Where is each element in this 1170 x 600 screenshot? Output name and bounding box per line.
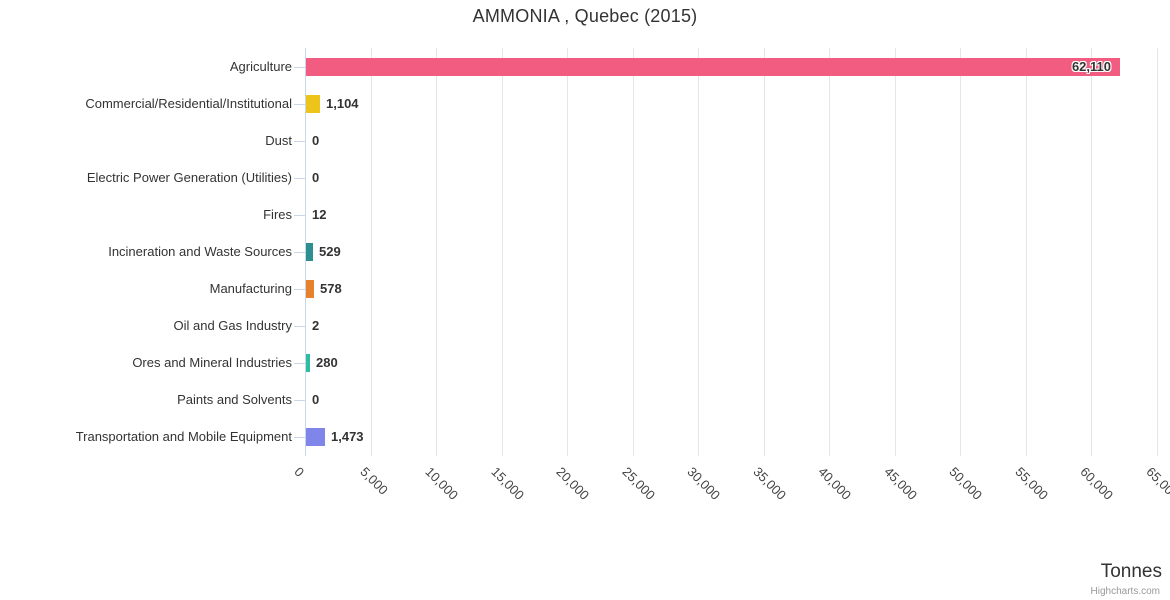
gridline — [1157, 48, 1158, 456]
category-tick — [294, 363, 305, 364]
chart-title: AMMONIA , Quebec (2015) — [472, 6, 698, 26]
category-label-incineration-and-waste-sources: Incineration and Waste Sources — [108, 244, 292, 259]
x-axis-tick-label: 15,000 — [488, 464, 527, 503]
value-label-agriculture: 62,110 — [1071, 59, 1111, 74]
x-axis-tick-label: 5,000 — [356, 464, 391, 498]
category-tick — [294, 400, 305, 401]
gridline — [895, 48, 896, 456]
category-label-commercial-residential-institutional: Commercial/Residential/Institutional — [85, 96, 292, 111]
category-label-agriculture: Agriculture — [229, 59, 292, 74]
category-label-oil-and-gas-industry: Oil and Gas Industry — [173, 318, 293, 333]
x-axis-tick-label: 55,000 — [1012, 464, 1052, 503]
highcharts-credits-link[interactable]: Highcharts.com — [1090, 586, 1160, 597]
value-label-transportation-and-mobile-equipment: 1,473 — [331, 429, 364, 444]
value-label-electric-power-generation-utilities: 0 — [312, 170, 320, 185]
value-label-incineration-and-waste-sources: 529 — [319, 244, 341, 259]
category-tick — [294, 437, 305, 438]
gridline — [1091, 48, 1092, 456]
bar-incineration-and-waste-sources[interactable] — [306, 243, 313, 261]
bar-transportation-and-mobile-equipment[interactable] — [306, 428, 325, 446]
category-tick — [294, 141, 305, 142]
plot-area — [305, 48, 1158, 456]
gridline — [502, 48, 503, 456]
category-label-ores-and-mineral-industries: Ores and Mineral Industries — [132, 355, 292, 370]
x-axis-tick-label: 60,000 — [1077, 464, 1117, 503]
gridline — [633, 48, 634, 456]
category-tick — [294, 178, 305, 179]
gridline — [764, 48, 765, 456]
category-tick — [294, 215, 305, 216]
x-axis-title: Tonnes — [1100, 561, 1162, 582]
value-label-dust: 0 — [312, 133, 320, 148]
x-axis-tick-label: 40,000 — [815, 464, 855, 503]
category-label-transportation-and-mobile-equipment: Transportation and Mobile Equipment — [75, 429, 292, 444]
x-axis-tick-label: 65,000 — [1143, 464, 1170, 503]
x-axis-tick-label: 25,000 — [619, 464, 658, 503]
x-axis-tick-label: 0 — [291, 464, 308, 480]
gridline — [567, 48, 568, 456]
x-axis-tick-label: 50,000 — [946, 464, 986, 503]
value-label-commercial-residential-institutional: 1,104 — [326, 96, 359, 111]
category-label-manufacturing: Manufacturing — [209, 281, 292, 296]
category-label-dust: Dust — [265, 133, 292, 148]
category-tick — [294, 67, 305, 68]
bar-commercial-residential-institutional[interactable] — [306, 95, 320, 113]
gridline — [829, 48, 830, 456]
category-tick — [294, 289, 305, 290]
x-axis-tick-label: 30,000 — [684, 464, 724, 503]
bar-manufacturing[interactable] — [306, 280, 314, 298]
value-label-fires: 12 — [312, 207, 327, 222]
bar-agriculture[interactable] — [306, 58, 1120, 76]
category-tick — [294, 252, 305, 253]
gridline — [960, 48, 961, 456]
category-label-paints-and-solvents: Paints and Solvents — [177, 392, 292, 407]
category-tick — [294, 326, 305, 327]
gridline — [371, 48, 372, 456]
category-label-fires: Fires — [263, 207, 292, 222]
x-axis-tick-label: 20,000 — [553, 464, 593, 503]
category-axis-line — [305, 48, 306, 456]
x-axis-tick-label: 45,000 — [881, 464, 920, 503]
gridline — [1026, 48, 1027, 456]
category-tick — [294, 104, 305, 105]
x-axis-tick-label: 35,000 — [750, 464, 789, 503]
value-label-paints-and-solvents: 0 — [312, 392, 320, 407]
bar-ores-and-mineral-industries[interactable] — [306, 354, 310, 372]
gridline — [698, 48, 699, 456]
gridline — [436, 48, 437, 456]
value-label-oil-and-gas-industry: 2 — [312, 318, 320, 333]
category-label-electric-power-generation-utilities: Electric Power Generation (Utilities) — [86, 170, 292, 185]
x-axis-tick-label: 10,000 — [422, 464, 462, 503]
value-label-ores-and-mineral-industries: 280 — [316, 355, 338, 370]
value-label-manufacturing: 578 — [320, 281, 342, 296]
